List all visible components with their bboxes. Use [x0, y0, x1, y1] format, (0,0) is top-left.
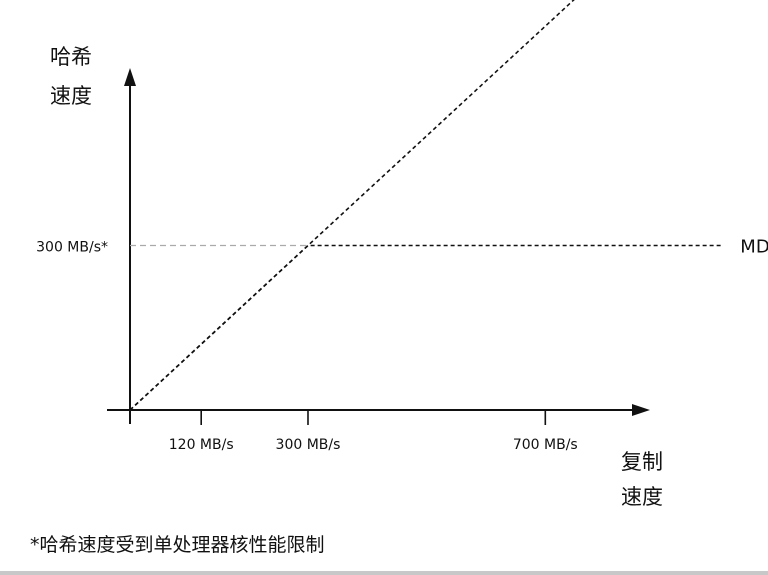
y-axis-label-line-1: 哈希	[50, 45, 92, 69]
series-line-1	[129, 244, 724, 411]
footnote: *哈希速度受到单处理器核性能限制	[30, 534, 325, 556]
x-ticks	[200, 410, 547, 425]
x-axis-label-line-2: 速度	[621, 485, 663, 509]
series-labels: xxHashMD5 / SHA1	[740, 237, 768, 258]
y-tick-label-0: 300 MB/s*	[36, 240, 108, 256]
x-tick-label-1: 300 MB/s	[276, 437, 341, 453]
axes	[107, 68, 650, 424]
series-label-1: MD5 / SHA1	[740, 237, 768, 258]
x-axis-arrow	[632, 404, 650, 416]
tick-labels: 300 MB/s* 120 MB/s 300 MB/s 700 MB/s	[36, 240, 578, 453]
y-axis-arrow	[124, 68, 136, 86]
x-axis-label-line-1: 复制	[621, 450, 663, 474]
y-axis-label-line-2: 速度	[50, 84, 92, 108]
x-tick-label-0: 120 MB/s	[169, 437, 234, 453]
series-lines	[129, 0, 724, 411]
series-line-0	[129, 0, 575, 411]
x-tick-label-2: 700 MB/s	[513, 437, 578, 453]
bottom-divider	[0, 571, 768, 575]
